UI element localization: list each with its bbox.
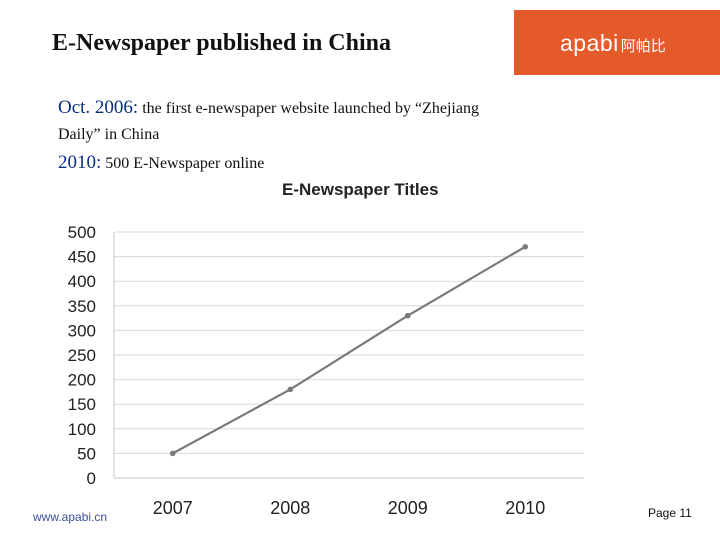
y-tick-label: 350 — [68, 297, 96, 316]
line3-emphasis: 2010: — [58, 152, 102, 173]
page-number: Page 11 — [648, 506, 692, 520]
x-tick-label: 2010 — [505, 498, 545, 518]
apabi-logo: apabi 阿帕比 — [560, 30, 666, 57]
x-tick-label: 2009 — [388, 498, 428, 518]
footer-url[interactable]: www.apabi.cn — [33, 510, 108, 524]
y-tick-label: 200 — [68, 371, 96, 390]
y-tick-label: 250 — [68, 346, 96, 365]
line2-text: Daily” in China — [58, 126, 160, 143]
series-line — [172, 245, 526, 455]
y-tick-label: 400 — [68, 272, 96, 291]
header-title-area — [14, 10, 514, 76]
data-point — [169, 450, 176, 457]
logo-latin: apabi — [560, 30, 619, 56]
line1-rest: the first e-newspaper website launched b… — [142, 100, 479, 117]
line1-emphasis: Oct. 2006: — [58, 97, 139, 118]
x-tick-label: 2008 — [270, 498, 310, 518]
text-line-1: Oct. 2006: the first e-newspaper website… — [58, 97, 479, 119]
data-point — [522, 243, 529, 250]
y-tick-label: 0 — [87, 469, 96, 488]
logo-cjk: 阿帕比 — [620, 37, 666, 55]
y-tick-label: 500 — [68, 223, 96, 242]
y-tick-label: 50 — [77, 444, 96, 463]
y-tick-label: 300 — [68, 321, 96, 340]
text-line-3: 2010: 500 E-Newspaper online — [58, 152, 264, 174]
line3-rest: 500 E-Newspaper online — [105, 155, 265, 172]
chart-title: E-Newspaper Titles — [282, 180, 439, 199]
y-tick-label: 100 — [68, 420, 96, 439]
data-point — [404, 312, 411, 319]
x-tick-label: 2007 — [153, 498, 193, 518]
data-point — [287, 386, 294, 393]
y-tick-label: 450 — [68, 248, 96, 267]
y-tick-label: 150 — [68, 395, 96, 414]
slide-title: E-Newspaper published in China — [52, 30, 391, 56]
text-line-2: Daily” in China — [58, 126, 159, 144]
